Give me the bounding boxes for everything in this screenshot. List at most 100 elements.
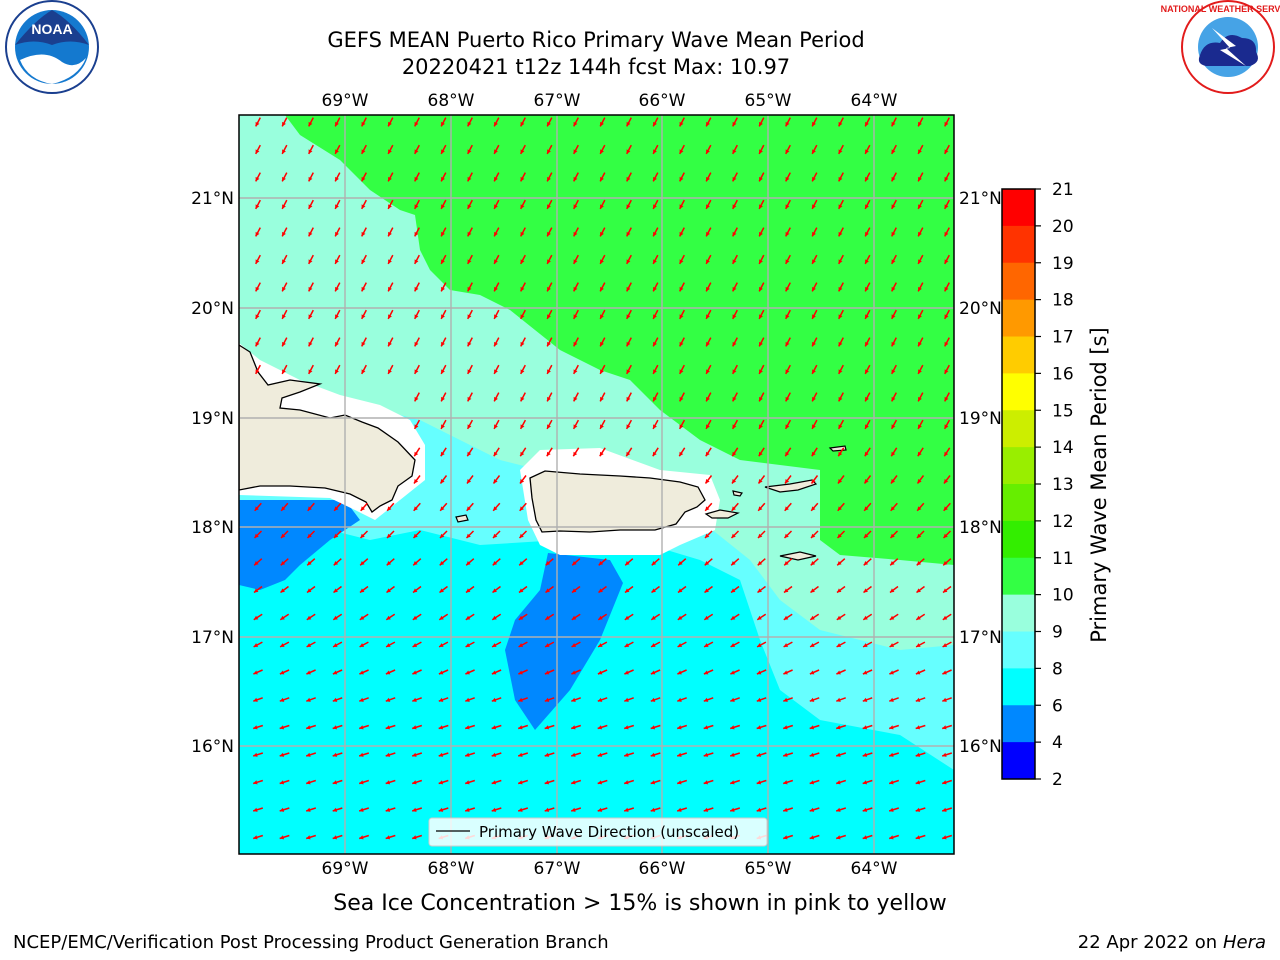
wave-arrowhead <box>465 615 471 620</box>
wave-arrowhead <box>520 259 525 264</box>
wave-arrowhead <box>626 176 631 182</box>
wave-arrowhead <box>915 780 921 785</box>
wave-arrowhead <box>918 286 922 292</box>
wave-arrowhead <box>759 204 763 209</box>
wave-arrowhead <box>783 807 788 812</box>
wave-arrowhead <box>413 533 418 538</box>
colorbar-segment <box>1002 299 1035 338</box>
wave-arrowhead <box>944 204 949 209</box>
wave-arrowhead <box>942 780 947 785</box>
wave-arrowhead <box>732 121 737 127</box>
colorbar-tick-label: 6 <box>1052 696 1063 716</box>
wave-arrowhead <box>253 780 258 785</box>
wave-arrowhead <box>811 479 816 484</box>
wave-arrowhead <box>865 341 869 347</box>
wave-arrowhead <box>414 121 419 127</box>
wave-arrowhead <box>279 780 285 785</box>
wave-arrowhead <box>571 780 576 785</box>
wave-arrowhead <box>545 561 551 566</box>
lon-label-bottom: 64°W <box>851 859 898 879</box>
svg-text:NOAA: NOAA <box>31 21 72 37</box>
wave-arrowhead <box>491 780 497 785</box>
wave-arrowhead <box>494 396 498 402</box>
colorbar-tick-label: 19 <box>1052 254 1074 274</box>
wave-arrowhead <box>388 341 392 347</box>
lat-label-right: 18°N <box>959 518 1002 538</box>
wave-arrowhead <box>783 835 788 840</box>
wave-arrowhead <box>759 341 763 347</box>
wave-arrowhead <box>493 506 498 511</box>
colorbar-tick-label: 11 <box>1052 549 1074 569</box>
wave-arrowhead <box>255 231 260 237</box>
wave-arrowhead <box>891 369 896 374</box>
wave-arrowhead <box>493 479 498 484</box>
wave-arrowhead <box>335 259 339 264</box>
wave-arrowhead <box>836 643 842 647</box>
wave-arrowhead <box>944 396 949 402</box>
lat-label-left: 21°N <box>191 189 234 209</box>
wave-arrowhead <box>492 588 497 593</box>
wave-arrowhead <box>308 121 313 127</box>
wave-arrowhead <box>732 396 737 402</box>
wave-arrowhead <box>915 725 921 730</box>
wave-arrowhead <box>865 369 869 374</box>
wave-arrowhead <box>918 396 922 402</box>
wave-arrowhead <box>439 643 444 647</box>
wave-arrowhead <box>942 615 948 620</box>
wave-arrowhead <box>414 204 419 209</box>
wave-arrowhead <box>706 259 710 264</box>
wave-arrowhead <box>282 149 286 154</box>
wave-arrowhead <box>491 752 497 757</box>
wave-arrowhead <box>253 807 258 812</box>
wave-arrowhead <box>520 176 525 182</box>
wave-arrowhead <box>650 807 656 812</box>
colorbar-segment <box>1002 336 1035 374</box>
colorbar-tick-label: 13 <box>1052 475 1074 495</box>
wave-arrowhead <box>757 561 763 566</box>
wave-arrowhead <box>809 725 815 730</box>
wave-arrowhead <box>679 369 684 374</box>
wave-arrowhead <box>573 176 578 182</box>
svg-text:NATIONAL WEATHER SERVICE: NATIONAL WEATHER SERVICE <box>1161 4 1280 14</box>
wave-arrowhead <box>307 506 312 511</box>
wave-arrowhead <box>306 835 311 840</box>
footer-host: Hera <box>1222 932 1266 953</box>
wave-arrowhead <box>918 341 922 347</box>
colorbar-segment <box>1002 410 1035 448</box>
wave-arrowhead <box>943 533 948 538</box>
wave-arrowhead <box>518 697 523 702</box>
wave-arrowhead <box>783 643 789 647</box>
wave-arrowhead <box>838 204 843 209</box>
wave-arrowhead <box>679 149 684 154</box>
wave-arrowhead <box>838 314 843 319</box>
wave-arrowhead <box>650 780 656 785</box>
wave-arrowhead <box>333 588 338 593</box>
wave-arrowhead <box>335 231 339 237</box>
wave-arrowhead <box>573 259 578 264</box>
wave-arrowhead <box>942 725 947 730</box>
wave-arrowhead <box>361 176 366 182</box>
wave-arrowhead <box>573 314 578 319</box>
wave-arrowhead <box>520 149 525 154</box>
wave-arrowhead <box>360 533 365 538</box>
wave-arrowhead <box>703 725 709 730</box>
wave-arrowhead <box>625 588 630 593</box>
wave-arrowhead <box>518 670 523 675</box>
wave-arrowhead <box>388 369 392 374</box>
wave-arrowhead <box>253 725 258 730</box>
footer-date-text: 22 Apr 2022 on <box>1077 932 1223 953</box>
wave-arrowhead <box>862 697 868 702</box>
wave-arrowhead <box>600 286 604 292</box>
wave-arrowhead <box>441 341 445 347</box>
wave-arrowhead <box>626 259 631 264</box>
wave-arrowhead <box>811 533 816 538</box>
wave-arrowhead <box>785 121 790 127</box>
lat-label-left: 18°N <box>191 518 234 538</box>
wave-arrowhead <box>862 725 868 730</box>
legend-label: Primary Wave Direction (unscaled) <box>479 823 739 841</box>
wave-arrowhead <box>361 231 366 237</box>
wave-arrowhead <box>915 670 921 675</box>
wave-arrowhead <box>520 314 525 319</box>
wave-arrowhead <box>360 506 365 511</box>
wave-arrowhead <box>441 231 445 237</box>
